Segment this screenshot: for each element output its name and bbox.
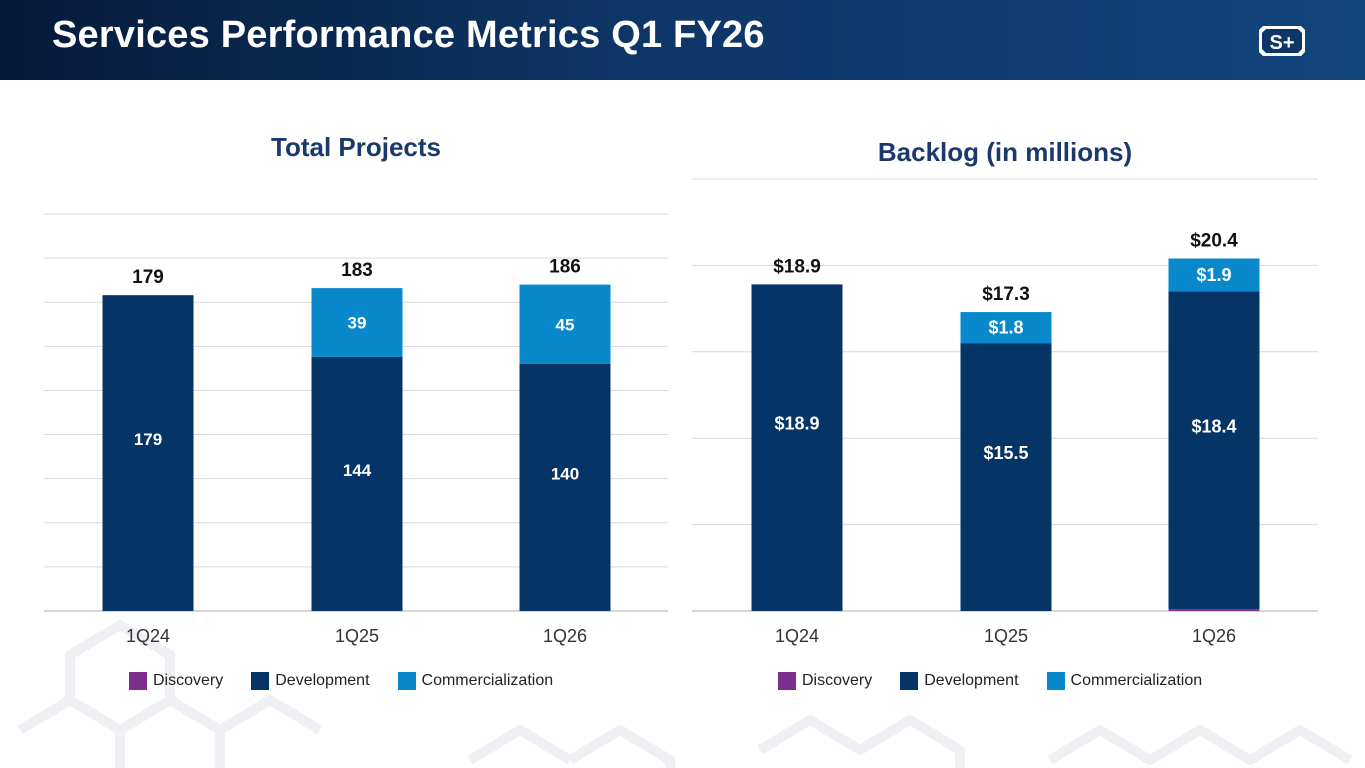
x-tick-label-1q24: 1Q24 xyxy=(775,626,819,646)
x-tick-label-1q25: 1Q25 xyxy=(335,626,379,646)
data-label-commercialization-1q26: $1.9 xyxy=(1196,265,1231,285)
legend-label-commercialization: Commercialization xyxy=(1070,672,1203,689)
legend-swatch-development xyxy=(251,672,270,690)
bar-discovery-1q26 xyxy=(1168,609,1260,611)
legend-swatch-commercialization xyxy=(1046,672,1065,690)
bar-development-1q26 xyxy=(1168,291,1260,610)
data-label-development-1q26: 140 xyxy=(551,464,579,483)
legend-swatch-development xyxy=(900,672,919,690)
legend-item-development: Development xyxy=(900,672,1019,690)
data-label-commercialization-1q25: 39 xyxy=(348,314,367,333)
bar-commercialization-1q25 xyxy=(960,312,1052,344)
page-title: Services Performance Metrics Q1 FY26 xyxy=(52,14,765,56)
legend-label-discovery: Discovery xyxy=(802,672,873,689)
legend-swatch-discovery xyxy=(129,672,147,690)
legend-item-discovery: Discovery xyxy=(129,672,223,690)
legend-label-development: Development xyxy=(275,672,370,689)
x-tick-label-1q26: 1Q26 xyxy=(1192,626,1236,646)
data-label-development-1q25: $15.5 xyxy=(983,443,1028,463)
legend-item-commercialization: Commercialization xyxy=(397,672,554,690)
logo-text: S+ xyxy=(1269,32,1294,54)
legend-backlog: Discovery Development Commercialization xyxy=(778,672,1202,690)
x-tick-label-1q24: 1Q24 xyxy=(126,626,170,646)
total-label-1q26: $20.4 xyxy=(1190,230,1238,251)
legend-label-commercialization: Commercialization xyxy=(421,672,554,689)
total-label-1q26: 186 xyxy=(549,257,581,278)
bar-commercialization-1q26 xyxy=(1168,258,1260,292)
legend-item-discovery: Discovery xyxy=(778,672,872,690)
legend-total-projects: Discovery Development Commercialization xyxy=(129,672,553,690)
data-label-development-1q25: 144 xyxy=(343,461,372,480)
data-label-development-1q24: $18.9 xyxy=(774,414,819,434)
x-tick-label-1q26: 1Q26 xyxy=(543,626,587,646)
data-label-development-1q26: $18.4 xyxy=(1191,416,1236,436)
chart-title-total-projects: Total Projects xyxy=(270,132,442,162)
chart-title-backlog: Backlog (in millions) xyxy=(877,137,1133,167)
data-label-commercialization-1q25: $1.8 xyxy=(988,318,1023,338)
bar-commercialization-1q26 xyxy=(519,284,611,364)
bar-development-1q26 xyxy=(519,363,611,611)
x-tick-label-1q25: 1Q25 xyxy=(984,626,1028,646)
legend-swatch-discovery xyxy=(778,672,796,690)
legend-swatch-commercialization xyxy=(397,672,416,690)
legend-item-commercialization: Commercialization xyxy=(1046,672,1203,690)
bar-development-1q25 xyxy=(960,343,1052,611)
legend-label-development: Development xyxy=(924,672,1019,689)
bar-development-1q24 xyxy=(751,284,843,611)
company-logo: S+ xyxy=(1259,26,1305,56)
data-label-commercialization-1q26: 45 xyxy=(556,315,575,334)
background-pattern xyxy=(17,620,1353,768)
legend-item-development: Development xyxy=(251,672,370,690)
bar-commercialization-1q25 xyxy=(311,288,403,357)
total-label-1q24: 179 xyxy=(132,267,164,288)
total-label-1q24: $18.9 xyxy=(773,256,821,277)
bar-development-1q24 xyxy=(102,295,194,611)
header-bar: Services Performance Metrics Q1 FY26 S+ xyxy=(0,0,1365,80)
total-label-1q25: 183 xyxy=(341,260,373,281)
bar-development-1q25 xyxy=(311,356,403,611)
data-label-development-1q24: 179 xyxy=(134,430,162,449)
total-label-1q25: $17.3 xyxy=(982,284,1030,305)
legend-label-discovery: Discovery xyxy=(153,672,224,689)
